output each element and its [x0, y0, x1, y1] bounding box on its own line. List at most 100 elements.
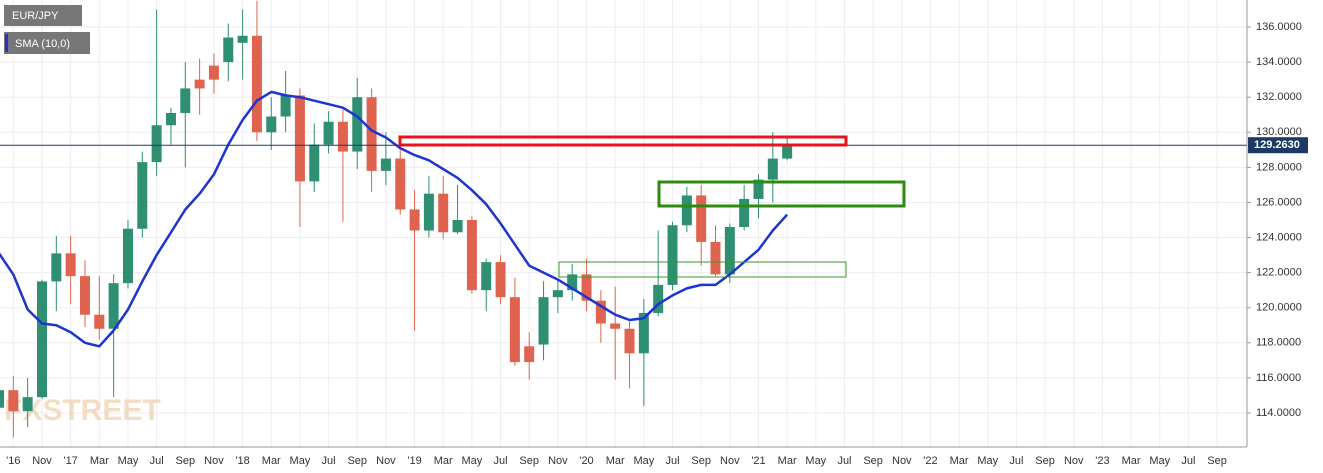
- x-tick-label: '16: [6, 455, 20, 467]
- candle-body: [409, 209, 420, 231]
- candle-body: [108, 283, 119, 329]
- zones: [398, 135, 906, 278]
- candle-body: [36, 281, 47, 398]
- candle-body: [151, 125, 162, 163]
- y-tick-label: 114.0000: [1256, 407, 1301, 419]
- x-tick-label: Mar: [1122, 455, 1141, 467]
- candle-body: [79, 276, 90, 315]
- candle-body: [237, 35, 248, 43]
- candle-body: [696, 195, 707, 242]
- legend-label: EUR/JPY: [12, 10, 59, 22]
- candle-body: [481, 262, 492, 291]
- candle-body: [767, 158, 778, 180]
- resistance-zone: [398, 135, 848, 147]
- candle-body: [653, 284, 664, 313]
- x-tick-label: Mar: [950, 455, 969, 467]
- candle-body: [266, 116, 277, 133]
- x-tick-label: Nov: [376, 455, 396, 467]
- x-tick-label: Jul: [1181, 455, 1195, 467]
- candle-body: [624, 328, 635, 354]
- candle-body: [352, 97, 363, 152]
- y-tick-label: 120.0000: [1256, 302, 1302, 314]
- x-tick-label: Mar: [262, 455, 281, 467]
- legend-label: SMA (10,0): [15, 38, 70, 50]
- last-price-label: 129.2630: [1254, 139, 1300, 151]
- support-zone: [657, 180, 906, 208]
- candle-body: [610, 323, 621, 329]
- x-tick-label: Mar: [778, 455, 797, 467]
- candle-body: [495, 262, 506, 298]
- x-tick-label: Jul: [494, 455, 508, 467]
- x-tick-label: Sep: [863, 455, 883, 467]
- legend-box: [4, 32, 90, 54]
- x-tick-label: May: [290, 455, 311, 467]
- y-tick-label: 126.0000: [1256, 196, 1302, 208]
- y-tick-label: 132.0000: [1256, 91, 1302, 103]
- x-tick-label: Jul: [837, 455, 851, 467]
- x-tick-label: Nov: [892, 455, 912, 467]
- x-tick-label: Jul: [322, 455, 336, 467]
- y-tick-label: 122.0000: [1256, 267, 1302, 279]
- candle-body: [438, 193, 449, 233]
- y-tick-label: 124.0000: [1256, 231, 1302, 243]
- candle-body: [552, 290, 563, 298]
- candle-body: [395, 158, 406, 210]
- x-tick-label: Nov: [204, 455, 224, 467]
- x-tick-label: Nov: [32, 455, 52, 467]
- candle-body: [681, 195, 692, 226]
- legend-box: [4, 5, 82, 26]
- candle-body: [337, 121, 348, 152]
- candle-body: [524, 346, 535, 363]
- x-tick-label: '17: [63, 455, 77, 467]
- last-price-box: [1248, 137, 1308, 154]
- x-tick-label: Jul: [1009, 455, 1023, 467]
- candle-body: [595, 300, 606, 324]
- candle-body: [710, 241, 721, 275]
- candle-body: [567, 274, 578, 291]
- x-tick-label: May: [805, 455, 826, 467]
- y-tick-label: 134.0000: [1256, 56, 1302, 68]
- x-tick-label: May: [118, 455, 139, 467]
- x-tick-label: Nov: [548, 455, 568, 467]
- x-tick-label: '21: [751, 455, 765, 467]
- candle-body: [8, 390, 19, 412]
- x-tick-label: '23: [1095, 455, 1109, 467]
- x-tick-label: May: [461, 455, 482, 467]
- candle-body: [94, 314, 105, 329]
- candle-body: [423, 193, 434, 231]
- x-tick-label: Sep: [691, 455, 711, 467]
- y-tick-label: 116.0000: [1256, 372, 1301, 384]
- x-tick-label: May: [977, 455, 998, 467]
- axes: 114.0000 116.0000 118.0000 120.0000 122.0000…: [6, 21, 1308, 467]
- x-tick-label: Nov: [1064, 455, 1084, 467]
- candle-body: [51, 253, 62, 282]
- candle-body: [294, 95, 305, 182]
- x-tick-label: Sep: [519, 455, 539, 467]
- x-tick-label: Mar: [606, 455, 625, 467]
- candle-body: [280, 95, 291, 117]
- legend-swatch: [5, 34, 8, 52]
- x-tick-label: '18: [235, 455, 249, 467]
- candle-body: [466, 219, 477, 291]
- x-tick-label: Sep: [176, 455, 196, 467]
- candle-body: [667, 225, 678, 285]
- y-tick-label: 130.0000: [1256, 126, 1302, 138]
- candle-body: [122, 228, 133, 284]
- candle-body: [323, 121, 334, 145]
- x-tick-label: Nov: [720, 455, 740, 467]
- candle-body: [0, 390, 4, 408]
- candle-body: [380, 158, 391, 171]
- candle-body: [22, 397, 33, 412]
- x-tick-label: Mar: [90, 455, 109, 467]
- candle-body: [165, 112, 176, 126]
- x-tick-label: '22: [923, 455, 937, 467]
- y-tick-label: 128.0000: [1256, 161, 1302, 173]
- candle-body: [208, 65, 219, 80]
- x-tick-label: Sep: [347, 455, 367, 467]
- candle-body: [223, 37, 234, 63]
- legend: EUR/JPY SMA (10,0): [4, 5, 90, 54]
- y-tick-label: 136.0000: [1256, 21, 1302, 33]
- candle-body: [137, 162, 148, 229]
- x-tick-label: May: [1149, 455, 1170, 467]
